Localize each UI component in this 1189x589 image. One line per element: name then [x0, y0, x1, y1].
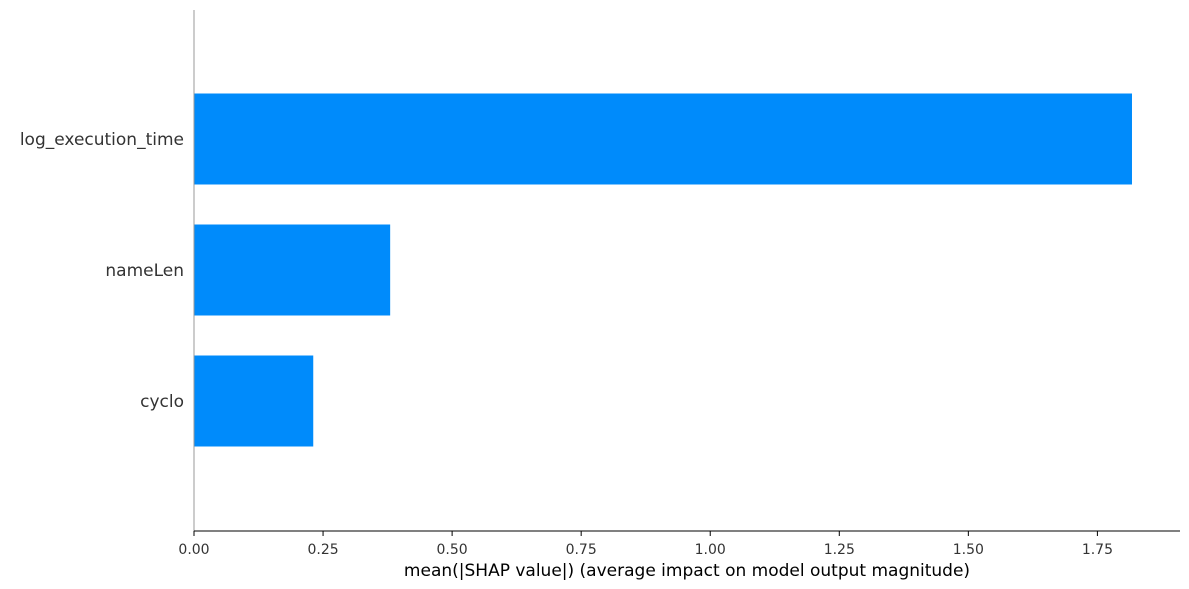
x-tick-label: 1.25	[824, 542, 855, 558]
x-tick-label: 1.50	[953, 542, 984, 558]
bar-nameLen	[194, 224, 391, 316]
category-label-cyclo: cyclo	[140, 392, 184, 412]
x-tick-label: 0.50	[437, 542, 468, 558]
category-label-nameLen: nameLen	[105, 261, 184, 281]
x-tick-label: 1.75	[1082, 542, 1113, 558]
x-axis-ticks: 0.00 0.25 0.50 0.75 1.00 1.25 1.50 1.75	[178, 531, 1113, 558]
category-labels: log_execution_time nameLen cyclo	[20, 130, 184, 412]
bars-group	[194, 93, 1132, 447]
bar-log_execution_time	[194, 93, 1132, 185]
x-tick-label: 1.00	[695, 542, 726, 558]
category-label-log_execution_time: log_execution_time	[20, 130, 184, 150]
x-tick-label: 0.00	[178, 542, 209, 558]
x-tick-label: 0.25	[307, 542, 338, 558]
x-axis-title: mean(|SHAP value|) (average impact on mo…	[404, 561, 970, 581]
x-tick-label: 0.75	[566, 542, 597, 558]
bar-cyclo	[194, 355, 314, 447]
